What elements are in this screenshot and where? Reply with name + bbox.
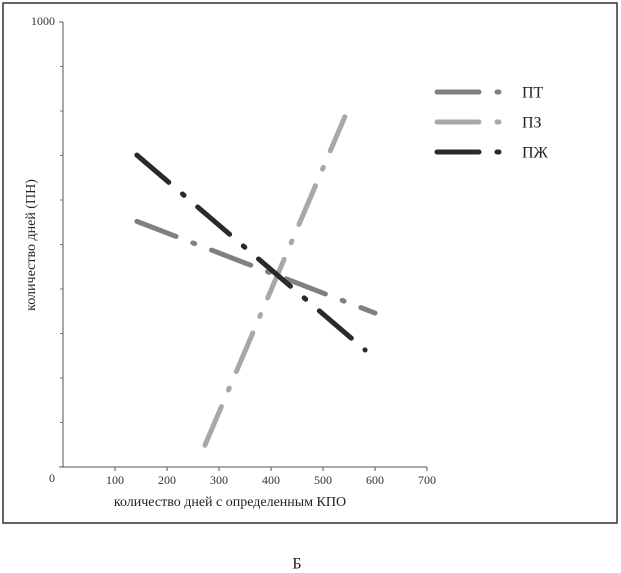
frame: [2, 2, 618, 524]
legend-label: ПЗ: [522, 115, 542, 132]
x-tick-label: 700: [418, 473, 436, 487]
x-tick-label: 500: [314, 473, 332, 487]
x-tick-label: 200: [158, 473, 176, 487]
x-axis-label: количество дней с определенным КПО: [114, 495, 346, 510]
y-tick-label: 1000: [31, 14, 55, 28]
legend-label: ПЖ: [522, 145, 549, 162]
series-line: [202, 114, 348, 448]
legend-label: ПТ: [522, 85, 544, 102]
x-tick-label: 600: [366, 473, 384, 487]
series-line: [134, 152, 368, 353]
series-line: [134, 218, 378, 316]
caption: Б: [292, 556, 301, 573]
x-tick-label: 400: [262, 473, 280, 487]
y-axis-label: количество дней (ПН): [24, 179, 39, 311]
y-tick-label: 0: [49, 471, 55, 485]
x-tick-label: 300: [210, 473, 228, 487]
x-tick-label: 100: [106, 473, 124, 487]
